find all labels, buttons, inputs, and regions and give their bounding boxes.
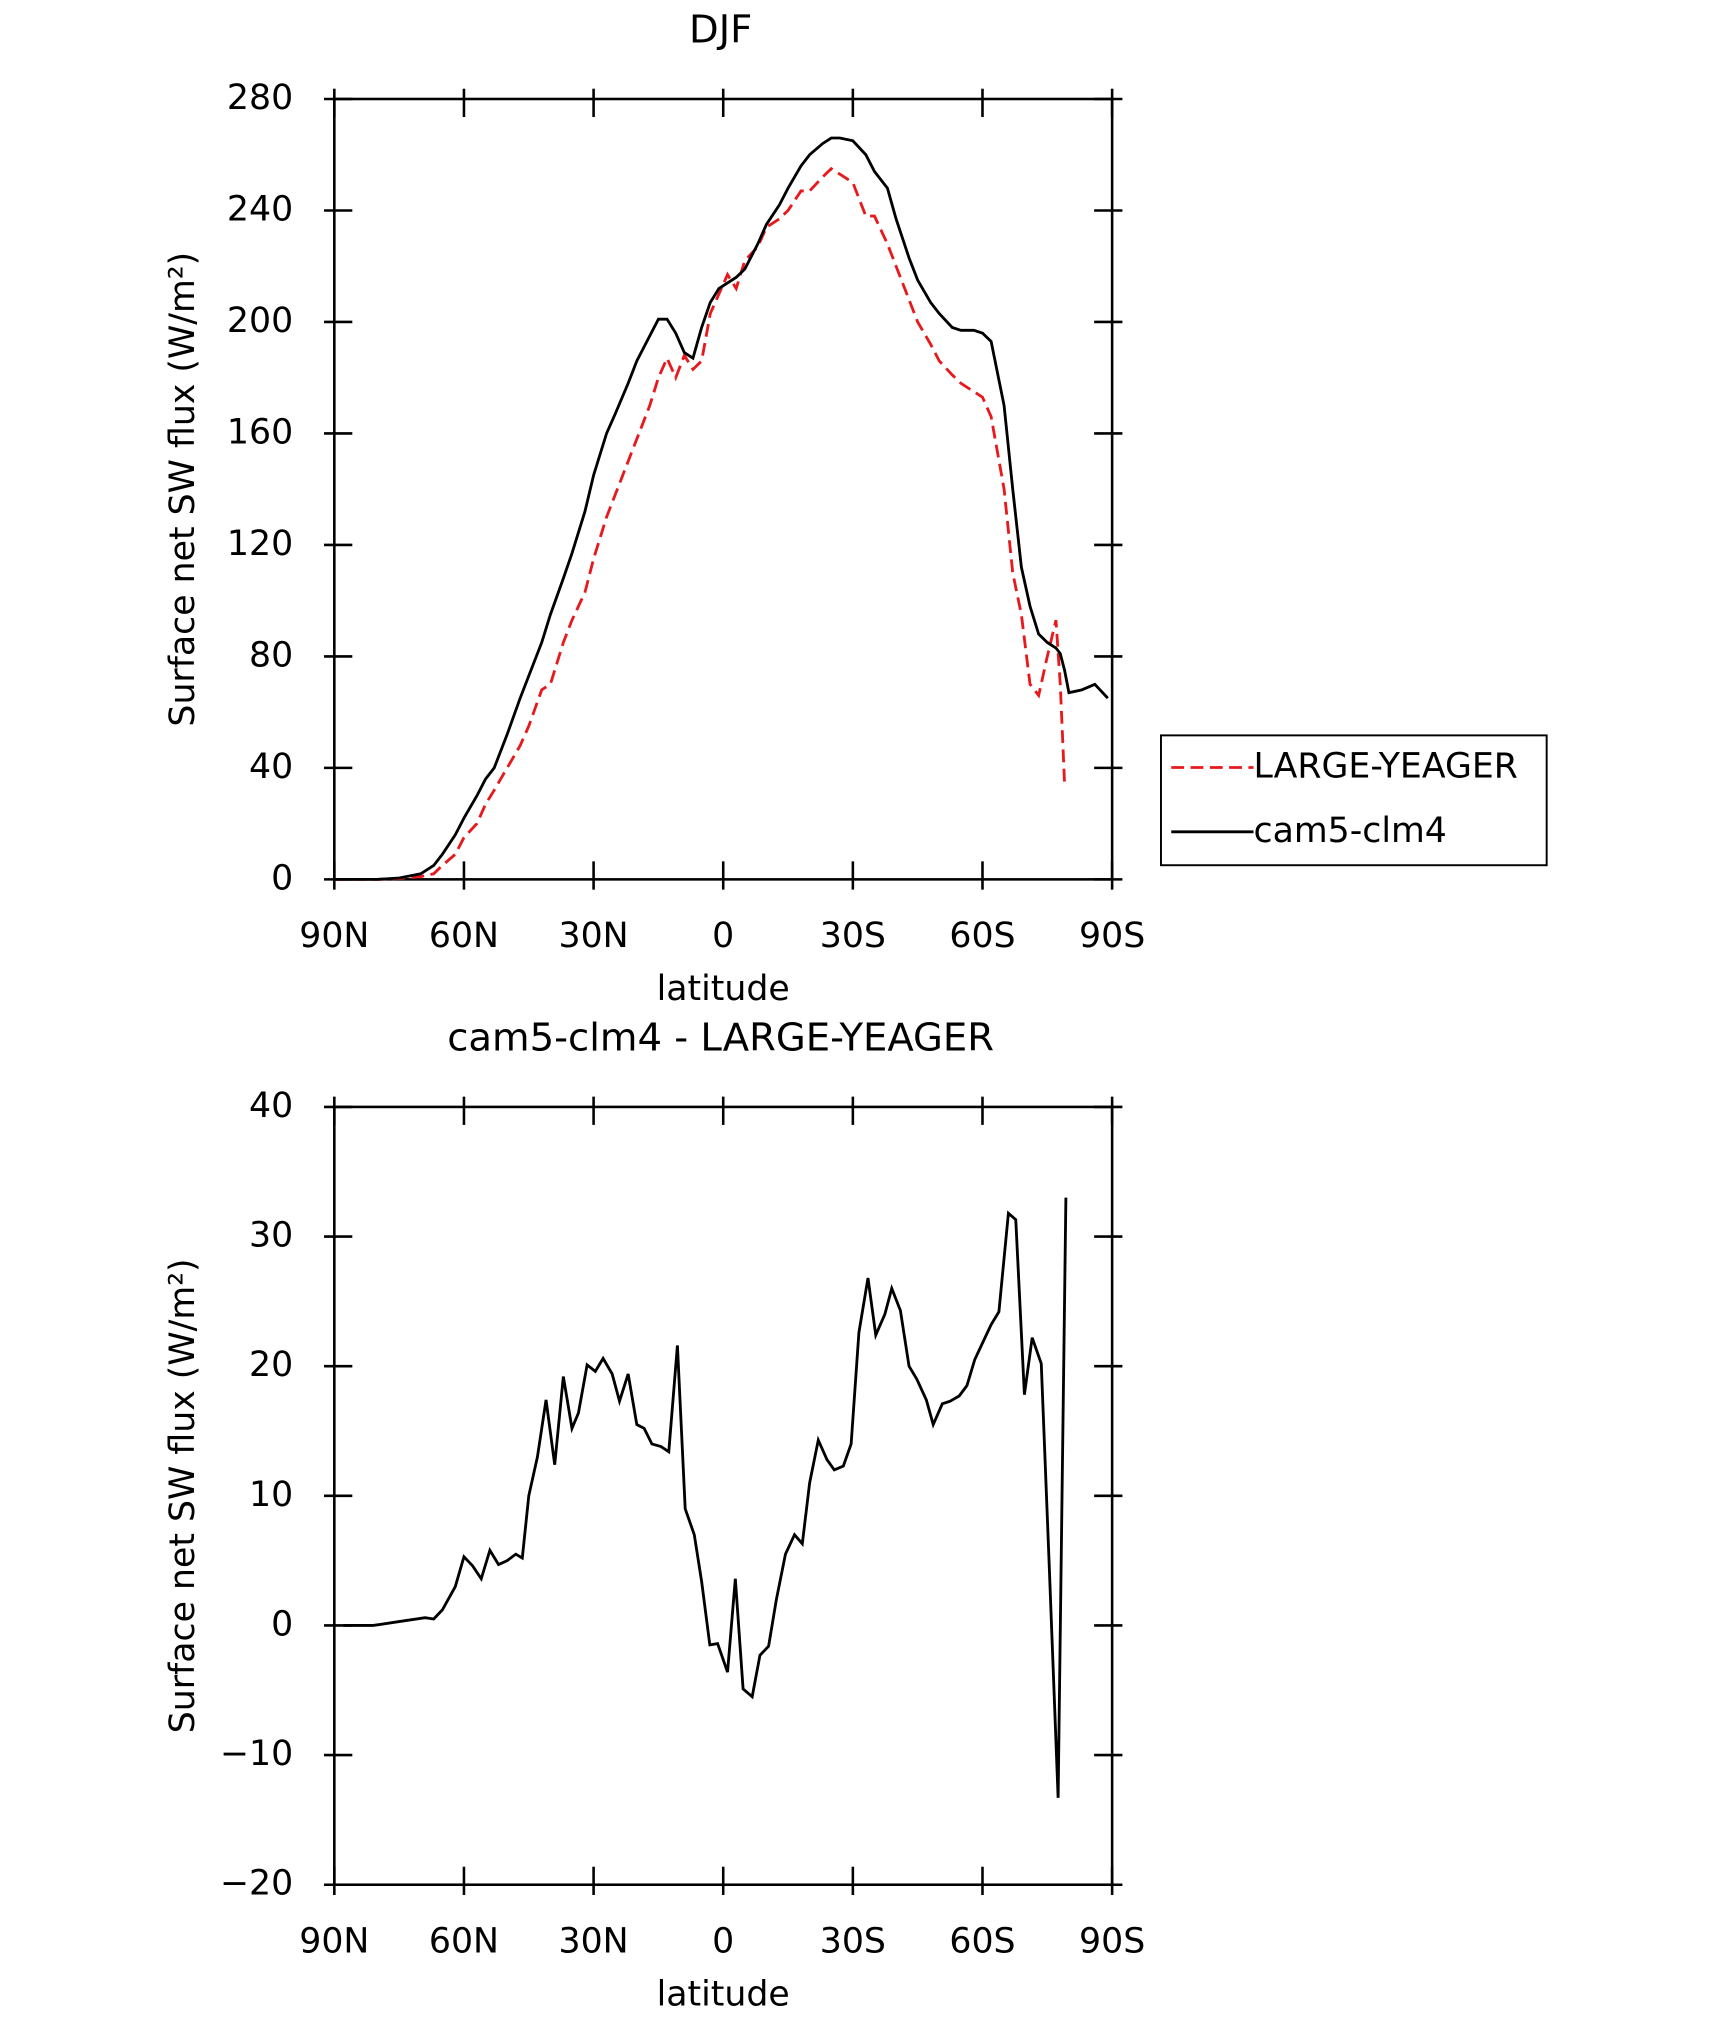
y-tick-label: 200 — [227, 301, 293, 341]
y-tick-label: −20 — [220, 1864, 293, 1904]
plot-frame — [333, 1105, 1114, 1887]
data-line — [342, 1197, 1068, 1798]
x-tick-label: 90S — [1079, 916, 1145, 956]
x-tick-label: 30S — [820, 1922, 886, 1962]
legend-box — [1160, 734, 1548, 867]
y-tick-label: −10 — [220, 1734, 293, 1774]
data-line — [334, 166, 1067, 881]
x-tick-label: 30N — [559, 1922, 629, 1962]
legend-label: LARGE-YEAGER — [1254, 747, 1518, 787]
legend-label: cam5-clm4 — [1254, 811, 1447, 851]
y-axis-label: Surface net SW flux (W/m²) — [163, 1258, 203, 1733]
chart-title: DJF — [689, 8, 752, 53]
y-tick-label: 40 — [249, 1086, 293, 1126]
x-tick-label: 30N — [559, 916, 629, 956]
y-tick-label: 120 — [227, 524, 293, 564]
y-tick-label: 240 — [227, 189, 293, 229]
y-tick-label: 10 — [249, 1475, 293, 1515]
x-tick-label: 60N — [429, 916, 499, 956]
x-axis-label: latitude — [657, 969, 790, 1009]
y-tick-label: 0 — [271, 858, 293, 898]
x-tick-label: 60S — [949, 1922, 1015, 1962]
y-tick-label: 20 — [249, 1345, 293, 1385]
y-axis-label: Surface net SW flux (W/m²) — [163, 252, 203, 727]
y-tick-label: 40 — [249, 747, 293, 787]
y-tick-label: 160 — [227, 412, 293, 452]
data-line — [334, 136, 1109, 881]
chart-title: cam5-clm4 - LARGE-YEAGER — [447, 1016, 994, 1061]
y-tick-label: 280 — [227, 78, 293, 118]
plot-frame — [333, 97, 1114, 881]
y-tick-label: 0 — [271, 1604, 293, 1644]
x-tick-label: 30S — [820, 916, 886, 956]
x-axis-label: latitude — [657, 1974, 790, 2014]
x-tick-label: 90S — [1079, 1922, 1145, 1962]
x-tick-label: 60S — [949, 916, 1015, 956]
x-tick-label: 60N — [429, 1922, 499, 1962]
y-tick-label: 80 — [249, 635, 293, 675]
x-tick-label: 90N — [299, 916, 369, 956]
y-tick-label: 30 — [249, 1216, 293, 1256]
x-tick-label: 90N — [299, 1922, 369, 1962]
x-tick-label: 0 — [712, 1922, 734, 1962]
x-tick-label: 0 — [712, 916, 734, 956]
